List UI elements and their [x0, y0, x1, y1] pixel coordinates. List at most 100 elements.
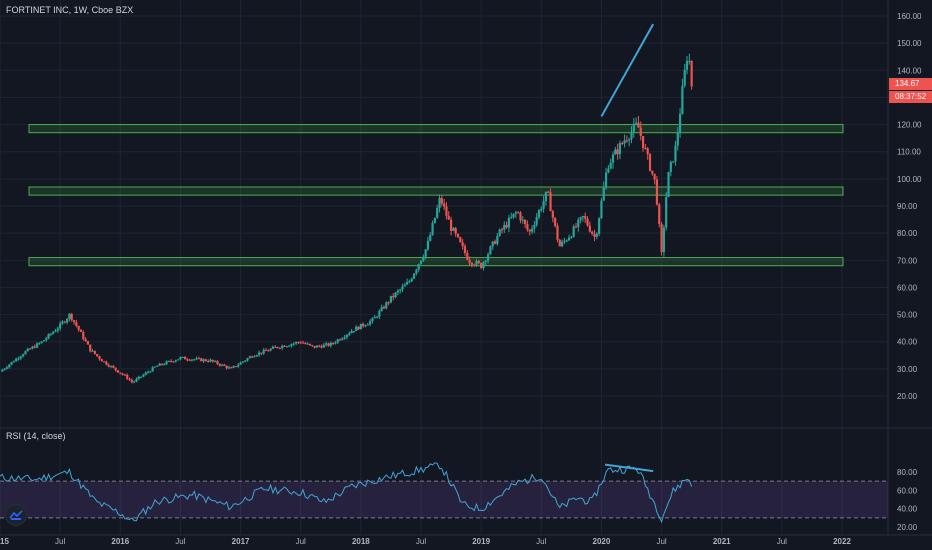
candle-body [526, 224, 529, 230]
candle-body [355, 326, 358, 332]
price-axis-label: 150.00 [897, 39, 922, 48]
candle-body [406, 281, 409, 285]
time-axis-label: Jul [296, 537, 306, 546]
candle-body [581, 216, 585, 218]
candle-body [341, 338, 344, 340]
candle-body [190, 359, 194, 361]
candle-body [591, 231, 594, 234]
candle-body [678, 113, 682, 133]
candle-body [262, 349, 265, 354]
candle-body [72, 320, 76, 323]
candle-body [246, 358, 249, 361]
candle-body [392, 295, 395, 298]
candle-body [142, 374, 145, 377]
candle-body [75, 322, 78, 326]
candle-body [109, 365, 113, 367]
candle-body [685, 60, 689, 70]
candle-body [170, 360, 173, 362]
rsi-axis-label: 60.00 [897, 486, 918, 495]
time-axis-label: 2020 [593, 537, 611, 546]
candle-body [533, 224, 536, 229]
candle-body [181, 356, 184, 358]
candle-body [274, 346, 277, 348]
price-axis-label: 40.00 [897, 338, 918, 347]
candle-body [52, 331, 55, 334]
candle-body [306, 343, 309, 345]
candle-body [408, 281, 411, 283]
candle-body [611, 154, 615, 163]
candle-body [163, 364, 166, 366]
tradingview-logo-icon[interactable] [5, 504, 27, 526]
candle-body [688, 60, 691, 62]
time-axis-label: 2018 [352, 537, 370, 546]
candle-body [17, 358, 20, 360]
candle-body [359, 323, 362, 330]
rsi-axis-label: 20.00 [897, 523, 918, 532]
candle-body [674, 145, 677, 162]
candle-body [461, 242, 464, 247]
candle-body [271, 346, 275, 349]
rsi-indicator-label[interactable]: RSI (14, close) [6, 431, 66, 441]
candle-body [24, 351, 27, 355]
candle-body [486, 254, 490, 261]
candle-body [153, 366, 157, 368]
candle-body [188, 359, 191, 361]
candle-body [380, 307, 383, 311]
candle-body [151, 367, 154, 372]
time-axis-label: 2015 [0, 537, 9, 546]
candle-body [59, 323, 62, 329]
candle-body [436, 207, 439, 218]
time-axis-label: Jul [55, 537, 65, 546]
candle-body [112, 365, 115, 368]
candle-body [15, 358, 18, 362]
candle-body [535, 217, 538, 225]
candle-body [544, 191, 548, 202]
candle-body [373, 317, 376, 319]
candle-body [665, 197, 668, 228]
candle-body [410, 278, 413, 282]
candle-body [301, 342, 305, 344]
rsi-axis-label: 40.00 [897, 505, 918, 514]
candle-body [38, 342, 41, 344]
candle-body [690, 60, 693, 87]
candle-body [107, 364, 110, 367]
candle-body [165, 361, 168, 365]
candle-body [362, 323, 365, 327]
rsi-axis-label: 80.00 [897, 468, 918, 477]
candle-body [489, 246, 492, 255]
candle-body [177, 359, 180, 361]
candle-body [216, 361, 219, 364]
candle-body [204, 359, 207, 362]
candle-body [445, 206, 448, 216]
candle-body [604, 172, 608, 187]
candle-body [320, 346, 323, 348]
candle-body [549, 192, 552, 212]
candle-body [292, 343, 295, 345]
rsi-divergence-line [604, 463, 654, 473]
candle-body [100, 359, 103, 362]
candle-body [588, 225, 591, 232]
support-resistance-zone [28, 257, 844, 267]
candle-body [399, 289, 402, 291]
candle-body [644, 147, 647, 149]
candle-body [625, 140, 628, 142]
candle-body [84, 339, 87, 342]
candle-body [135, 378, 138, 382]
time-axis-label: 2016 [111, 537, 129, 546]
rsi-band [0, 481, 888, 518]
candle-body [653, 173, 656, 180]
candle-body [658, 204, 661, 224]
candle-body [253, 356, 256, 358]
candle-body [514, 212, 517, 214]
time-axis-label: Jul [656, 537, 666, 546]
candle-body [357, 326, 360, 330]
candle-body [137, 376, 140, 379]
candle-body [505, 224, 508, 228]
candle-body [19, 356, 22, 359]
price-trendline [600, 23, 655, 117]
candle-body [477, 261, 480, 263]
candle-body [512, 213, 515, 218]
candle-body [223, 364, 226, 366]
